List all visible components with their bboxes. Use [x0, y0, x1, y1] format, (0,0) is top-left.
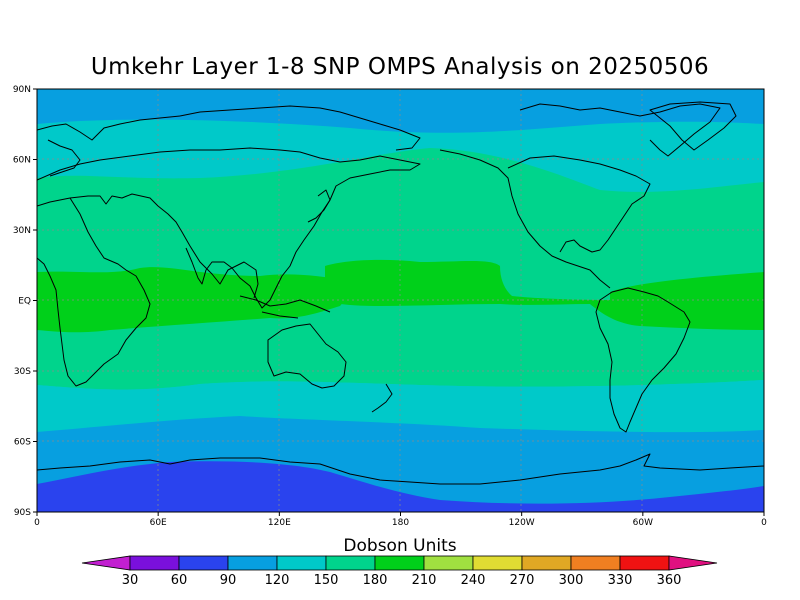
colorbar-box [472, 555, 523, 571]
lon-tick-label: 120W [509, 518, 535, 528]
field-band-120-150-south [37, 380, 764, 433]
colorbar-box [521, 555, 572, 571]
colorbar-tick-label: 30 [122, 573, 139, 588]
lat-tick-label: 30S [14, 367, 31, 377]
colorbar-box [129, 555, 180, 571]
coastlines [37, 101, 764, 485]
colorbar-label: Dobson Units [343, 536, 457, 556]
colorbar-box [570, 555, 621, 571]
map-title: Umkehr Layer 1-8 SNP OMPS Analysis on 20… [90, 54, 710, 80]
colorbar-low-arrow [81, 555, 131, 571]
europe-north-coastline [37, 115, 181, 177]
africa-europe-coastline [37, 193, 259, 387]
field-band-60-90 [37, 461, 764, 512]
lon-tick-label: 180 [392, 518, 409, 528]
colorbar-tick-label: 150 [314, 573, 339, 588]
lon-tick-label: 60E [150, 518, 167, 528]
arctic-canada-coastline [519, 103, 721, 157]
colorbar-box [178, 555, 229, 571]
lon-tick-label: 120E [268, 518, 291, 528]
lat-tick-label: 60S [14, 438, 31, 448]
colorbar-tick-label: 90 [220, 573, 237, 588]
colorbar-tick-label: 180 [363, 573, 388, 588]
north-america-coastline [439, 149, 651, 289]
colorbar-tick-label: 300 [559, 573, 584, 588]
graticule [37, 89, 764, 512]
japan-coastline [307, 189, 331, 223]
map-field [37, 89, 764, 512]
colorbar-box [325, 555, 376, 571]
antarctica-coastline [37, 453, 764, 485]
colorbar-tick-label: 240 [461, 573, 486, 588]
lat-tick-label: 90N [13, 85, 31, 95]
lat-tick-label: 90S [14, 508, 31, 518]
lon-tick-label: 0 [34, 518, 40, 528]
field-band-180-210-pacific [325, 259, 764, 330]
colorbar-box [276, 555, 327, 571]
colorbar-tick-label: 120 [265, 573, 290, 588]
lat-tick-label: 60N [13, 156, 31, 166]
lat-tick-label: EQ [18, 297, 31, 307]
colorbar-tick-label: 210 [412, 573, 437, 588]
field-band-180-210 [37, 267, 345, 333]
greenland-coastline [649, 101, 737, 151]
colorbar: 30 60 90 120 150 180 210 240 270 300 330 360 [81, 555, 718, 588]
lat-tick-label: 30N [13, 226, 31, 236]
south-america-coastline [595, 287, 691, 433]
lon-tick-label: 60W [633, 518, 653, 528]
colorbar-box [227, 555, 278, 571]
colorbar-tick-label: 360 [657, 573, 682, 588]
asia-coastline [37, 147, 421, 309]
colorbar-tick-label: 330 [608, 573, 633, 588]
new-zealand-coastline [371, 383, 393, 413]
colorbar-box [374, 555, 425, 571]
australia-coastline [267, 323, 347, 389]
colorbar-box [619, 555, 670, 571]
indonesia-coastline [239, 295, 331, 319]
colorbar-tick-label: 60 [171, 573, 188, 588]
colorbar-box [423, 555, 474, 571]
colorbar-high-arrow [668, 555, 718, 571]
longitude-axis: 0 60E 120E 180 120W 60W 0 [34, 512, 767, 528]
colorbar-tick-label: 270 [510, 573, 535, 588]
lon-tick-label: 0 [761, 518, 767, 528]
latitude-axis: 90N 60N 30N EQ 30S 60S 90S [13, 85, 37, 518]
siberia-coastline [179, 105, 421, 151]
